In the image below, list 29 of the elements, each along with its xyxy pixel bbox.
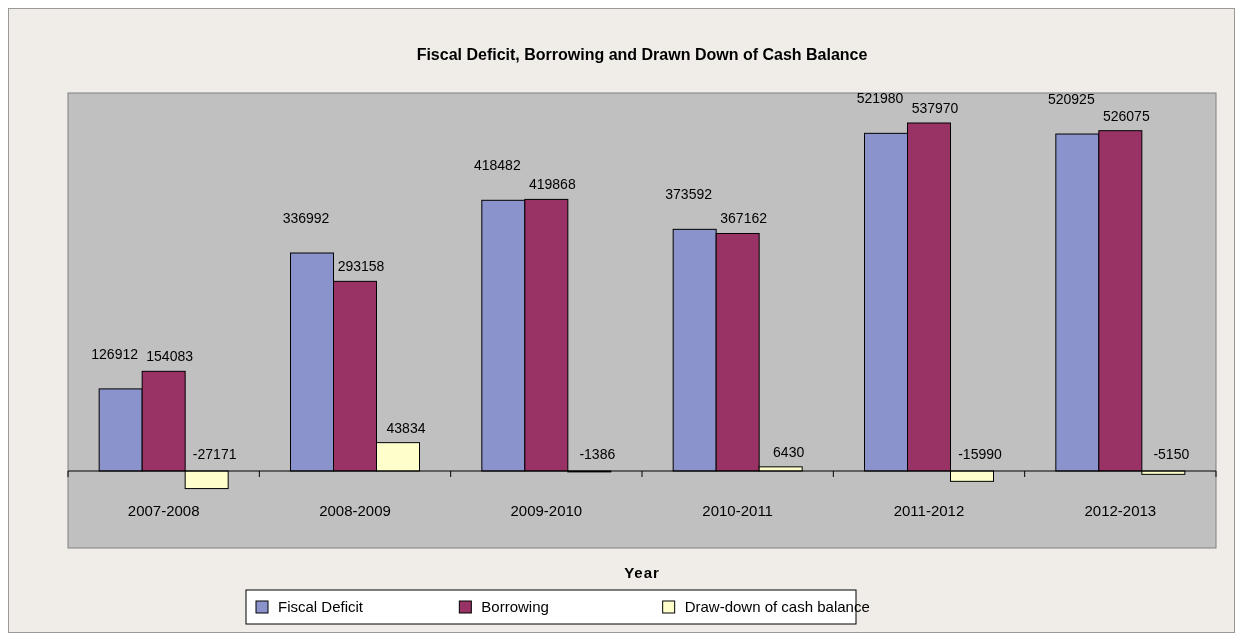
x-tick-label: 2010-2011 [702,502,773,519]
x-axis-title: Year [624,564,660,581]
data-label: 373592 [665,186,713,203]
legend-label: Fiscal Deficit [278,598,364,615]
data-label: 293158 [337,258,385,275]
x-tick-label: 2009-2010 [510,502,583,519]
x-tick-label: 2007-2008 [127,502,200,519]
data-label: 43834 [386,419,426,436]
chart-title: Fiscal Deficit, Borrowing and Drawn Down of Cash Balance [416,46,868,63]
data-label: 521980 [856,90,904,107]
data-label: 520925 [1047,91,1095,108]
data-label: 154083 [146,348,194,365]
data-label: -5150 [1153,446,1190,462]
x-tick-label: 2008-2009 [319,502,391,519]
data-label: 418482 [473,157,521,174]
data-label: 526075 [1102,107,1150,124]
legend-label: Draw-down of cash balance [684,598,870,615]
data-label: 336992 [282,210,330,227]
data-label: 419868 [528,176,576,193]
x-tick-label: 2012-2013 [1084,502,1157,519]
data-label: -27171 [192,446,237,462]
data-label: 6430 [773,443,805,460]
data-label: 537970 [911,100,959,116]
data-label: 126912 [91,345,139,362]
data-label: -15990 [958,446,1003,462]
data-label: -1386 [579,446,616,462]
legend-label: Borrowing [481,598,549,615]
data-label: 367162 [720,210,768,227]
x-tick-label: 2011-2012 [893,502,965,519]
